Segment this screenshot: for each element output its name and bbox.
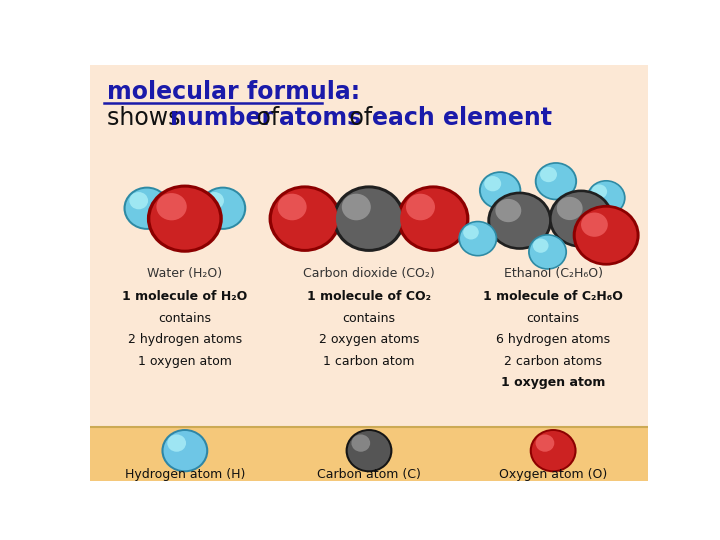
Ellipse shape	[156, 193, 186, 220]
Ellipse shape	[269, 185, 341, 252]
Text: contains: contains	[526, 312, 580, 325]
Ellipse shape	[124, 187, 171, 230]
Text: number: number	[169, 106, 273, 130]
FancyBboxPatch shape	[90, 427, 648, 481]
Text: Oxygen atom (O): Oxygen atom (O)	[499, 468, 607, 481]
Ellipse shape	[333, 185, 405, 252]
Text: 1 molecule of C₂H₆O: 1 molecule of C₂H₆O	[483, 290, 623, 303]
Ellipse shape	[572, 205, 639, 266]
Text: Hydrogen atom (H): Hydrogen atom (H)	[125, 468, 245, 481]
Ellipse shape	[535, 162, 577, 200]
Ellipse shape	[530, 235, 565, 268]
Ellipse shape	[125, 188, 168, 228]
Ellipse shape	[581, 213, 608, 237]
Ellipse shape	[167, 435, 186, 452]
Text: 2 hydrogen atoms: 2 hydrogen atoms	[127, 333, 242, 346]
Text: each element: each element	[372, 106, 552, 130]
Text: 2 carbon atoms: 2 carbon atoms	[504, 355, 602, 368]
Ellipse shape	[351, 435, 370, 452]
Ellipse shape	[540, 167, 557, 182]
Text: atoms: atoms	[279, 106, 361, 130]
Text: 1 carbon atom: 1 carbon atom	[323, 355, 415, 368]
Ellipse shape	[536, 164, 575, 199]
Ellipse shape	[163, 431, 206, 470]
Ellipse shape	[278, 194, 307, 220]
Text: Ethanol (C₂H₆O): Ethanol (C₂H₆O)	[504, 267, 603, 280]
Ellipse shape	[552, 192, 611, 245]
Ellipse shape	[495, 199, 521, 222]
Ellipse shape	[587, 180, 626, 216]
Text: 1 oxygen atom: 1 oxygen atom	[501, 376, 606, 389]
Text: 6 hydrogen atoms: 6 hydrogen atoms	[496, 333, 611, 346]
Text: contains: contains	[158, 312, 212, 325]
FancyBboxPatch shape	[90, 65, 648, 427]
Ellipse shape	[397, 185, 469, 252]
Ellipse shape	[532, 431, 575, 470]
Text: 1 oxygen atom: 1 oxygen atom	[138, 355, 232, 368]
Text: 1 molecule of CO₂: 1 molecule of CO₂	[307, 290, 431, 303]
Ellipse shape	[533, 239, 549, 253]
Ellipse shape	[346, 429, 392, 472]
Text: 2 oxygen atoms: 2 oxygen atoms	[319, 333, 419, 346]
Ellipse shape	[549, 190, 613, 248]
Ellipse shape	[479, 171, 521, 210]
Text: contains: contains	[343, 312, 395, 325]
Ellipse shape	[199, 187, 246, 230]
Ellipse shape	[400, 188, 466, 249]
Ellipse shape	[150, 187, 220, 249]
Ellipse shape	[406, 194, 435, 220]
Ellipse shape	[528, 234, 567, 270]
Ellipse shape	[147, 185, 222, 253]
Text: Water (H₂O): Water (H₂O)	[148, 267, 222, 280]
Ellipse shape	[557, 197, 582, 220]
Text: of: of	[249, 106, 287, 130]
Ellipse shape	[592, 185, 607, 199]
Ellipse shape	[130, 192, 148, 210]
Ellipse shape	[205, 192, 224, 210]
Ellipse shape	[458, 221, 498, 256]
Ellipse shape	[485, 176, 501, 191]
Ellipse shape	[536, 435, 554, 452]
Ellipse shape	[588, 181, 624, 214]
Ellipse shape	[530, 429, 577, 472]
Ellipse shape	[576, 208, 636, 263]
Ellipse shape	[336, 188, 402, 249]
Text: Carbon atom (C): Carbon atom (C)	[317, 468, 421, 481]
Ellipse shape	[342, 194, 371, 220]
Ellipse shape	[460, 222, 495, 255]
Text: 1 molecule of H₂O: 1 molecule of H₂O	[122, 290, 248, 303]
Ellipse shape	[481, 173, 519, 208]
Ellipse shape	[487, 192, 552, 250]
Text: Carbon dioxide (CO₂): Carbon dioxide (CO₂)	[303, 267, 435, 280]
Ellipse shape	[463, 225, 479, 240]
Ellipse shape	[272, 188, 338, 249]
Ellipse shape	[348, 431, 390, 470]
Ellipse shape	[202, 188, 244, 228]
Ellipse shape	[490, 194, 549, 247]
Ellipse shape	[161, 429, 208, 472]
Text: shows: shows	[107, 106, 188, 130]
Text: molecular formula:: molecular formula:	[107, 80, 360, 104]
Text: of: of	[343, 106, 380, 130]
